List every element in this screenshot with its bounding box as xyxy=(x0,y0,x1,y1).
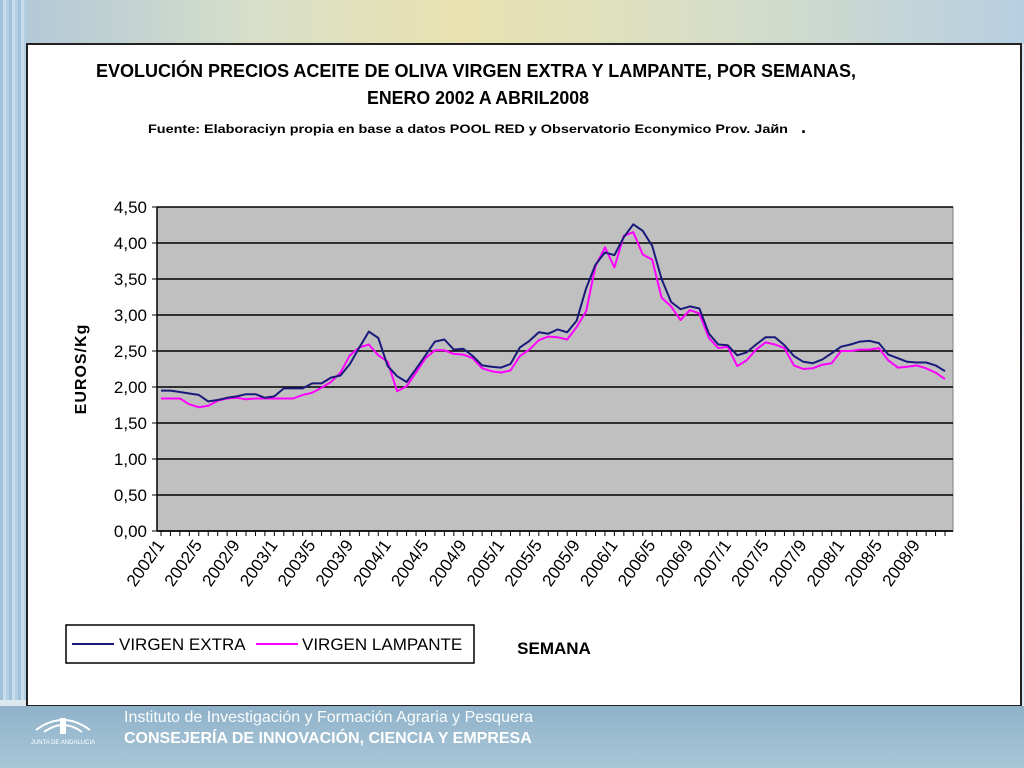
x-tick-label: 2004/1 xyxy=(350,536,395,589)
series-line-virgen-extra xyxy=(161,223,946,403)
slide-top-band xyxy=(0,0,1024,44)
x-tick-label: 2007/9 xyxy=(765,536,810,589)
plot-area xyxy=(156,206,954,532)
chart-source-note: Fuente: Elaboraciyn propia en base a dat… xyxy=(148,122,788,136)
y-tick-label: 0,50 xyxy=(114,486,147,505)
x-tick-label: 2003/1 xyxy=(236,536,281,589)
legend-label-virgen-lampante: VIRGEN LAMPANTE xyxy=(302,635,462,654)
footer-institute-name: Instituto de Investigación y Formación A… xyxy=(124,709,534,726)
chart-title-line2: ENERO 2002 A ABRIL2008 xyxy=(367,88,589,108)
x-tick-label: 2003/9 xyxy=(312,536,357,589)
y-tick-label: 1,00 xyxy=(114,450,147,469)
x-tick-label: 2002/1 xyxy=(123,536,168,589)
y-tick-label: 0,00 xyxy=(114,522,147,541)
y-tick-label: 4,50 xyxy=(114,198,147,217)
series-line-virgen-lampante xyxy=(161,231,946,409)
chart-source-dot: . xyxy=(801,117,806,137)
y-tick-label: 4,00 xyxy=(114,234,147,253)
x-tick-label: 2008/9 xyxy=(879,536,924,589)
x-tick-label: 2008/1 xyxy=(803,536,848,589)
y-tick-label: 3,50 xyxy=(114,270,147,289)
x-tick-label: 2003/5 xyxy=(274,536,319,589)
x-tick-label: 2002/5 xyxy=(161,536,206,589)
y-tick-label: 3,00 xyxy=(114,306,147,325)
chart-legend: VIRGEN EXTRA VIRGEN LAMPANTE xyxy=(65,624,475,664)
slide-left-stripes xyxy=(0,0,26,700)
x-tick-label: 2004/9 xyxy=(425,536,470,589)
x-tick-label: 2004/5 xyxy=(387,536,432,589)
footer-ministry-name: CONSEJERÍA DE INNOVACIÓN, CIENCIA Y EMPR… xyxy=(124,730,532,747)
y-tick-label: 2,50 xyxy=(114,342,147,361)
slide-footer-band xyxy=(0,706,1024,768)
x-tick-label: 2006/9 xyxy=(652,536,697,589)
x-tick-label: 2008/5 xyxy=(841,536,886,589)
x-tick-label: 2005/9 xyxy=(539,536,584,589)
x-tick-label: 2007/1 xyxy=(690,536,735,589)
junta-andalucia-logo-text: JUNTA DE ANDALUCIA xyxy=(31,740,95,746)
x-tick-label: 2006/1 xyxy=(576,536,621,589)
y-tick-label: 2,00 xyxy=(114,378,147,397)
x-tick-label: 2005/1 xyxy=(463,536,508,589)
x-tick-label: 2002/9 xyxy=(198,536,243,589)
junta-andalucia-logo: JUNTA DE ANDALUCIA xyxy=(31,718,95,746)
x-tick-label: 2006/5 xyxy=(614,536,659,589)
x-tick-label: 2005/5 xyxy=(501,536,546,589)
chart-title-line1: EVOLUCIÓN PRECIOS ACEITE DE OLIVA VIRGEN… xyxy=(96,60,856,81)
y-tick-label: 1,50 xyxy=(114,414,147,433)
legend-label-virgen-extra: VIRGEN EXTRA xyxy=(119,635,246,654)
y-axis-label: EUROS/Kg xyxy=(73,324,90,415)
x-tick-label: 2007/5 xyxy=(727,536,772,589)
x-axis-label: SEMANA xyxy=(517,639,591,658)
